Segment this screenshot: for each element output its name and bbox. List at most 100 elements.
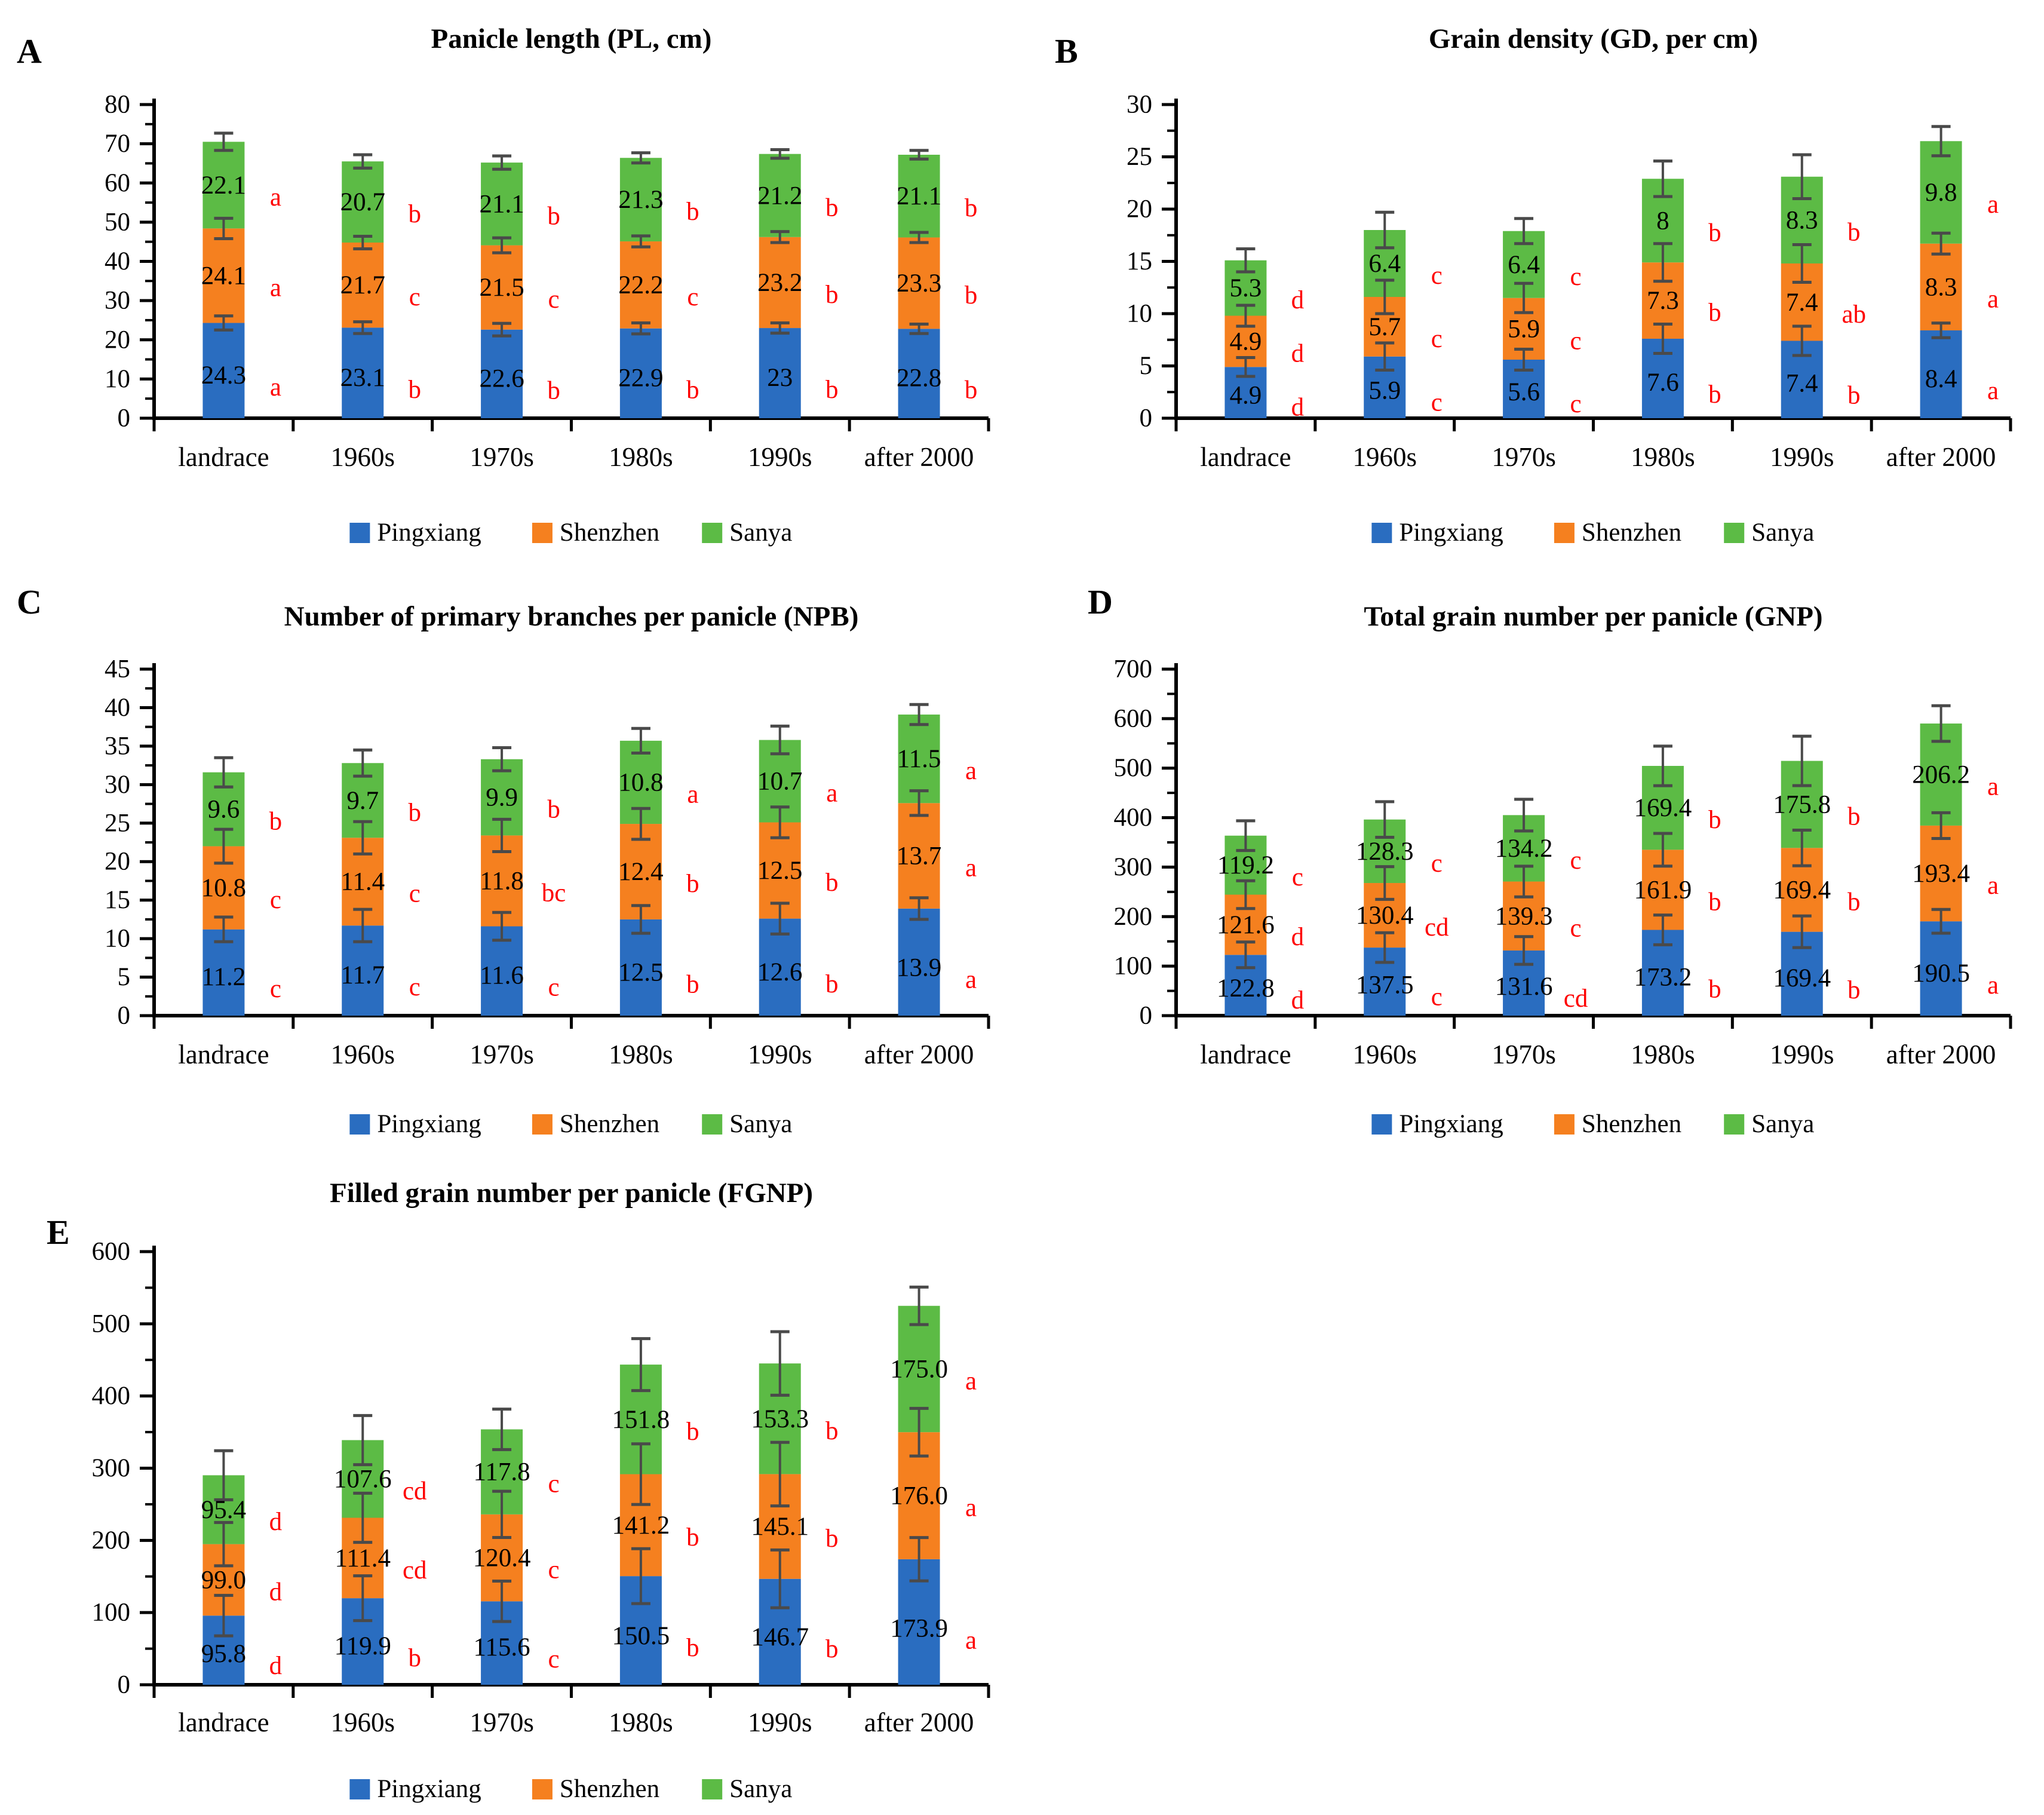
significance-letter: b	[547, 202, 560, 230]
significance-letter: c	[1570, 263, 1582, 291]
legend-swatch-shenzhen	[532, 1114, 553, 1135]
bar-value-label: 6.4	[1368, 250, 1401, 278]
significance-letter: cd	[403, 1477, 427, 1506]
bar-value-label: 9.7	[346, 787, 379, 815]
bar-value-label: 22.1	[201, 171, 246, 200]
significance-letter: c	[270, 886, 281, 914]
bar-segment-shenzhen	[1920, 825, 1962, 922]
significance-letter: c	[1431, 325, 1443, 353]
significance-letter: bc	[542, 879, 566, 907]
significance-letter: b	[409, 1644, 422, 1672]
y-tick-label: 40	[105, 694, 130, 722]
x-category-label: after 2000	[1886, 1040, 1996, 1069]
x-category-label: 1960s	[1352, 1040, 1417, 1069]
significance-letter: c	[409, 283, 421, 311]
significance-letter: cd	[1564, 985, 1588, 1013]
x-category-label: 1990s	[748, 1040, 812, 1069]
bar-value-label: 173.9	[890, 1614, 948, 1642]
x-category-label: landrace	[178, 442, 269, 472]
significance-letter: d	[1291, 923, 1305, 951]
x-category-label: 1990s	[748, 1707, 812, 1737]
bar-value-label: 21.1	[479, 190, 524, 218]
chart-c: C Number of primary branches per panicle …	[17, 582, 990, 1138]
legend-swatch-shenzhen	[532, 1779, 553, 1799]
bar-value-label: 8.4	[1925, 365, 1957, 393]
panel-letter: C	[17, 582, 42, 621]
bar-value-label: 5.9	[1368, 377, 1401, 405]
x-category-label: landrace	[1200, 442, 1291, 472]
y-tick-label: 5	[1140, 352, 1153, 380]
legend-label: Shenzhen	[560, 519, 659, 547]
y-tick-label: 25	[1127, 143, 1152, 171]
x-category-label: 1990s	[1770, 442, 1834, 472]
significance-letter: c	[687, 283, 698, 311]
bar-segment-sanya	[898, 715, 940, 804]
chart-e: E Filled grain number per panicle (FGNP) 0…	[47, 1178, 990, 1803]
significance-letter: a	[270, 274, 281, 302]
legend-label: Pingxiang	[1399, 1110, 1503, 1138]
panel-letter: B	[1055, 32, 1078, 70]
significance-letter: b	[686, 1634, 699, 1662]
legend-swatch-sanya	[702, 1779, 723, 1799]
significance-letter: b	[686, 1418, 699, 1446]
significance-letter: a	[965, 1626, 977, 1654]
bar-value-label: 21.1	[897, 182, 941, 210]
bar-value-label: 5.6	[1508, 378, 1540, 406]
significance-letter: b	[686, 376, 699, 404]
significance-letter: d	[269, 1578, 283, 1606]
bar-value-label: 9.6	[208, 796, 240, 824]
legend-swatch-pingxiang	[1371, 1114, 1392, 1135]
bar-segment-sanya	[619, 158, 662, 242]
significance-letter: b	[1847, 802, 1861, 830]
significance-letter: b	[825, 970, 839, 998]
significance-letter: b	[686, 198, 699, 226]
bar-value-label: 131.6	[1495, 973, 1553, 1001]
significance-letter: b	[547, 796, 560, 824]
bar-value-label: 13.7	[897, 842, 941, 870]
legend-label: Shenzhen	[560, 1775, 659, 1803]
significance-letter: cd	[1425, 913, 1449, 942]
bar-value-label: 24.3	[201, 361, 246, 390]
bar-segment-shenzhen	[898, 803, 940, 909]
bar-value-label: 22.9	[618, 364, 663, 392]
significance-letter: b	[825, 1417, 839, 1445]
bar-value-label: 115.6	[474, 1633, 530, 1661]
bar-value-label: 175.0	[890, 1355, 948, 1383]
bar-value-label: 139.3	[1495, 902, 1553, 930]
significance-letter: c	[1570, 327, 1582, 355]
y-tick-label: 600	[1114, 704, 1153, 732]
bar-value-label: 24.1	[201, 262, 246, 290]
bar-value-label: 95.8	[201, 1640, 246, 1668]
x-category-label: landrace	[178, 1040, 269, 1069]
y-tick-label: 15	[1127, 247, 1152, 275]
bar-value-label: 175.8	[1773, 790, 1831, 818]
significance-letter: a	[1987, 377, 1999, 405]
x-category-label: after 2000	[864, 1707, 974, 1737]
panel-e-filled-grain-number: E Filled grain number per panicle (FGNP) 0…	[0, 1171, 1022, 1815]
x-category-label: 1990s	[748, 442, 812, 472]
significance-letter: c	[1570, 914, 1582, 942]
bar-segment-sanya	[759, 154, 801, 237]
bar-segment-shenzhen	[1920, 243, 1962, 330]
significance-letter: b	[1708, 888, 1721, 916]
bar-segment-shenzhen	[619, 241, 662, 329]
significance-letter: d	[1291, 393, 1305, 421]
y-tick-label: 60	[105, 169, 130, 197]
significance-letter: b	[825, 376, 839, 404]
bar-value-label: 169.4	[1773, 876, 1831, 904]
legend-label: Pingxiang	[1399, 519, 1503, 547]
bar-value-label: 10.8	[201, 874, 246, 902]
bar-value-label: 99.0	[201, 1566, 246, 1594]
significance-letter: b	[1847, 976, 1861, 1004]
bar-value-label: 4.9	[1230, 327, 1262, 355]
significance-letter: d	[1291, 286, 1305, 314]
significance-letter: c	[548, 1645, 560, 1673]
bar-value-label: 119.2	[1217, 851, 1274, 879]
bar-value-label: 128.3	[1356, 838, 1414, 866]
legend-swatch-shenzhen	[1554, 1114, 1575, 1135]
y-tick-label: 300	[92, 1454, 131, 1482]
panel-a-panicle-length: A Panicle length (PL, cm) 0 10 20 30 40 50 60 70 8…	[0, 0, 1022, 582]
legend-swatch-shenzhen	[1554, 523, 1575, 543]
bar-value-label: 111.4	[334, 1544, 391, 1572]
x-category-label: 1960s	[330, 1707, 395, 1737]
